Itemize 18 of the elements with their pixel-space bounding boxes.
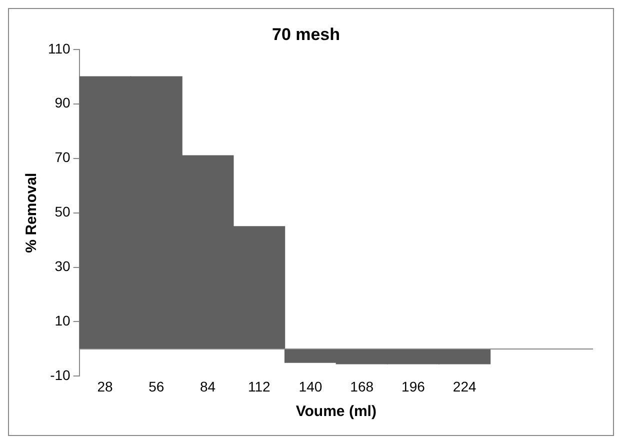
y-tick-label: 10 [54, 312, 71, 329]
x-tick-label: 196 [402, 378, 426, 394]
y-tick-label: -10 [50, 367, 71, 384]
x-tick-label: 140 [298, 378, 322, 394]
x-tick-label: 28 [97, 378, 113, 394]
y-tick-label: 30 [54, 258, 71, 274]
x-axis-title: Voume (ml) [296, 403, 376, 420]
x-tick-label: 84 [200, 378, 216, 394]
y-axis-title: % Removal [23, 172, 40, 253]
y-tick-label: 90 [54, 94, 71, 111]
chart-title: 70 mesh [272, 24, 340, 44]
x-tick-label: 168 [350, 378, 374, 394]
x-tick-label: 112 [248, 378, 270, 394]
x-tick-label: 224 [452, 378, 476, 394]
x-tick-label: 56 [148, 378, 164, 394]
y-tick-label: 110 [48, 40, 71, 56]
y-tick-label: 50 [54, 204, 71, 220]
y-tick-label: 70 [54, 149, 71, 166]
